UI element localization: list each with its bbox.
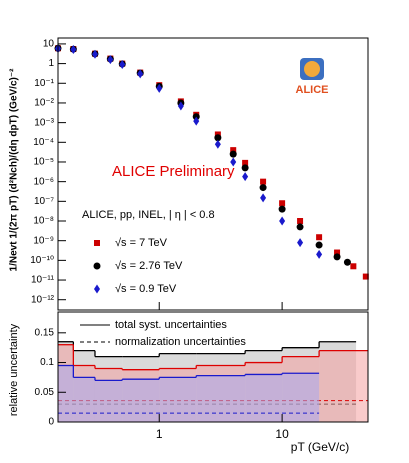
- y-tick-label: 0: [48, 417, 54, 428]
- legend-marker: [94, 240, 100, 246]
- data-point: [297, 238, 304, 248]
- legend-label: total syst. uncertainties: [115, 319, 227, 331]
- legend-marker: [94, 284, 100, 294]
- uncertainty-band: [73, 377, 95, 422]
- y-tick-label: 10⁻¹¹: [31, 275, 55, 286]
- data-point: [119, 59, 126, 69]
- data-point: [296, 223, 304, 231]
- data-point: [260, 193, 267, 203]
- data-point: [156, 83, 163, 93]
- legend-label: √s = 2.76 TeV: [115, 260, 183, 272]
- data-point: [297, 218, 304, 225]
- logo: ALICE: [296, 58, 329, 96]
- x-tick-label: 1: [156, 427, 163, 441]
- data-point: [343, 258, 351, 266]
- data-point: [316, 234, 323, 241]
- y-tick-label: 0.15: [35, 327, 55, 338]
- data-point: [177, 101, 184, 111]
- y-tick-label: 10⁻³: [34, 117, 54, 128]
- data-point: [91, 49, 98, 59]
- y-tick-label: 10⁻¹⁰: [30, 255, 54, 266]
- data-point: [260, 178, 267, 185]
- y-tick-label: 10⁻²: [34, 98, 54, 109]
- y-tick-label: 0.05: [35, 387, 55, 398]
- plot-frame: [57, 37, 369, 311]
- annotation: ALICE, pp, INEL, | η | < 0.8: [82, 209, 215, 221]
- data-point: [350, 263, 357, 270]
- uncertainty-band: [122, 379, 160, 422]
- y-tick-label: 10⁻⁴: [33, 137, 54, 148]
- uncertainty-band: [94, 380, 123, 422]
- logo-text: ALICE: [296, 84, 329, 96]
- data-point: [230, 157, 237, 167]
- y-tick-label: 10⁻¹: [34, 78, 54, 89]
- y-tick-label: 10⁻¹²: [31, 294, 55, 305]
- data-point: [279, 216, 286, 226]
- y-tick-label: 1: [48, 58, 54, 69]
- data-point: [242, 159, 249, 166]
- data-point: [334, 249, 341, 256]
- data-point: [137, 69, 144, 79]
- data-point: [259, 184, 267, 192]
- data-point: [70, 45, 77, 55]
- data-point: [193, 116, 200, 126]
- y-tick-label: 10⁻⁵: [33, 157, 54, 168]
- uncertainty-band: [58, 365, 74, 422]
- plot-frame: [57, 311, 369, 423]
- y-tick-label: 0.1: [40, 357, 54, 368]
- data-point: [230, 147, 237, 154]
- x-axis-title: pT (GeV/c): [291, 440, 349, 454]
- x-tick-label: 10: [275, 427, 289, 441]
- y-tick-label: 10⁻⁶: [33, 176, 54, 187]
- data-point: [333, 253, 341, 261]
- data-point: [278, 205, 286, 213]
- y-tick-label: 10: [43, 39, 55, 50]
- y-axis-title: 1/Nevt 1/(2π pT) (d²Nch)/(dη dpT) (GeV/c…: [9, 68, 20, 272]
- data-point: [279, 200, 286, 207]
- uncertainty-band: [282, 373, 320, 422]
- uncertainty-band: [245, 374, 283, 422]
- legend-marker: [93, 262, 101, 270]
- annotation: ALICE Preliminary: [112, 163, 235, 180]
- data-point: [214, 139, 221, 149]
- data-point: [242, 172, 249, 182]
- data-point: [214, 134, 222, 142]
- data-point: [241, 164, 249, 172]
- data-point: [315, 241, 323, 249]
- logo-shape: [304, 61, 320, 77]
- data-point: [107, 55, 114, 65]
- y-tick-label: 10⁻⁷: [34, 196, 54, 207]
- uncertainty-band: [319, 350, 368, 422]
- legend-label: normalization uncertainties: [115, 336, 246, 348]
- legend-label: √s = 0.9 TeV: [115, 283, 177, 295]
- y-tick-label: 10⁻⁸: [33, 216, 54, 227]
- legend-label: √s = 7 TeV: [115, 237, 168, 249]
- uncertainty-band: [159, 377, 197, 422]
- y-tick-label: 10⁻⁹: [33, 235, 54, 246]
- uncertainty-band: [196, 375, 246, 422]
- data-point: [229, 150, 237, 158]
- data-point: [316, 249, 323, 259]
- data-point: [362, 273, 369, 280]
- y-axis-title: relative uncertainty: [8, 323, 20, 416]
